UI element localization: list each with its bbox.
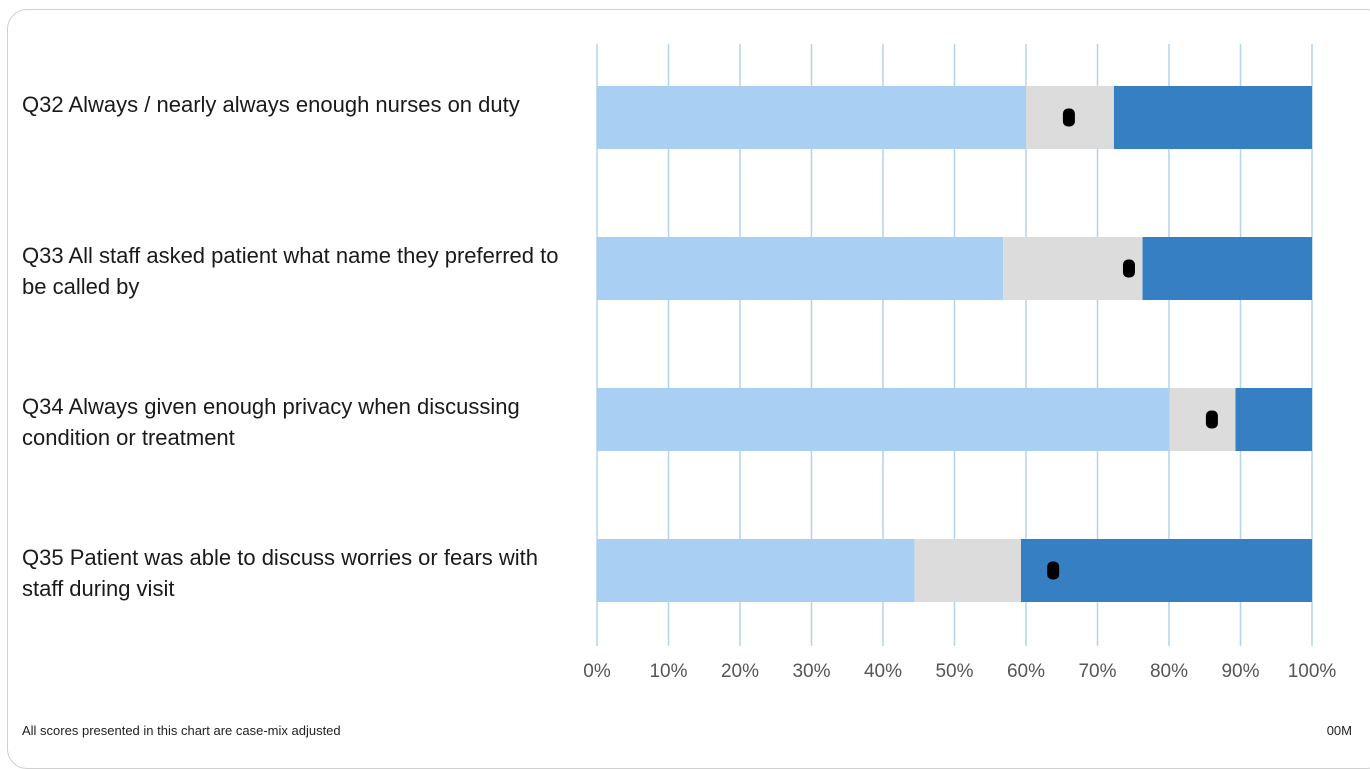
x-tick-label: 20% xyxy=(720,661,760,682)
score-marker xyxy=(1062,108,1075,127)
question-label-q34: Q34 Always given enough privacy when dis… xyxy=(22,394,520,450)
bar-segment-upper xyxy=(1113,86,1312,149)
bar-segment-lower xyxy=(597,86,1026,149)
question-label-q35: Q35 Patient was able to discuss worries … xyxy=(22,545,539,601)
x-tick-label: 90% xyxy=(1221,661,1260,682)
corner-code: 00M xyxy=(1326,723,1352,738)
x-tick-label: 60% xyxy=(1006,661,1046,682)
bar-segment-middle xyxy=(1003,237,1143,300)
bar-segment-middle xyxy=(1169,388,1236,451)
x-tick-label: 40% xyxy=(863,661,903,682)
score-marker xyxy=(1205,410,1218,429)
chart-plot xyxy=(596,44,1313,646)
x-tick-label: 80% xyxy=(1149,661,1189,682)
bar-segment-lower xyxy=(597,539,915,602)
x-tick-label: 50% xyxy=(935,661,974,682)
x-tick-label: 0% xyxy=(583,661,611,682)
bar-segment-upper xyxy=(1142,237,1312,300)
x-tick-label: 30% xyxy=(792,661,831,682)
footnote: All scores presented in this chart are c… xyxy=(22,723,341,738)
x-tick-label: 10% xyxy=(649,661,688,682)
question-label-q33: Q33 All staff asked patient what name th… xyxy=(22,243,559,299)
score-marker xyxy=(1047,561,1060,580)
bar-segment-middle xyxy=(914,539,1021,602)
bar-segment-upper xyxy=(1020,539,1312,602)
score-marker xyxy=(1122,259,1135,278)
bar-segment-lower xyxy=(597,237,1004,300)
bar-segment-upper xyxy=(1235,388,1312,451)
x-tick-label: 100% xyxy=(1287,661,1337,682)
question-label-q32: Q32 Always / nearly always enough nurses… xyxy=(22,92,520,117)
bar-segment-lower xyxy=(597,388,1170,451)
x-tick-label: 70% xyxy=(1078,661,1117,682)
